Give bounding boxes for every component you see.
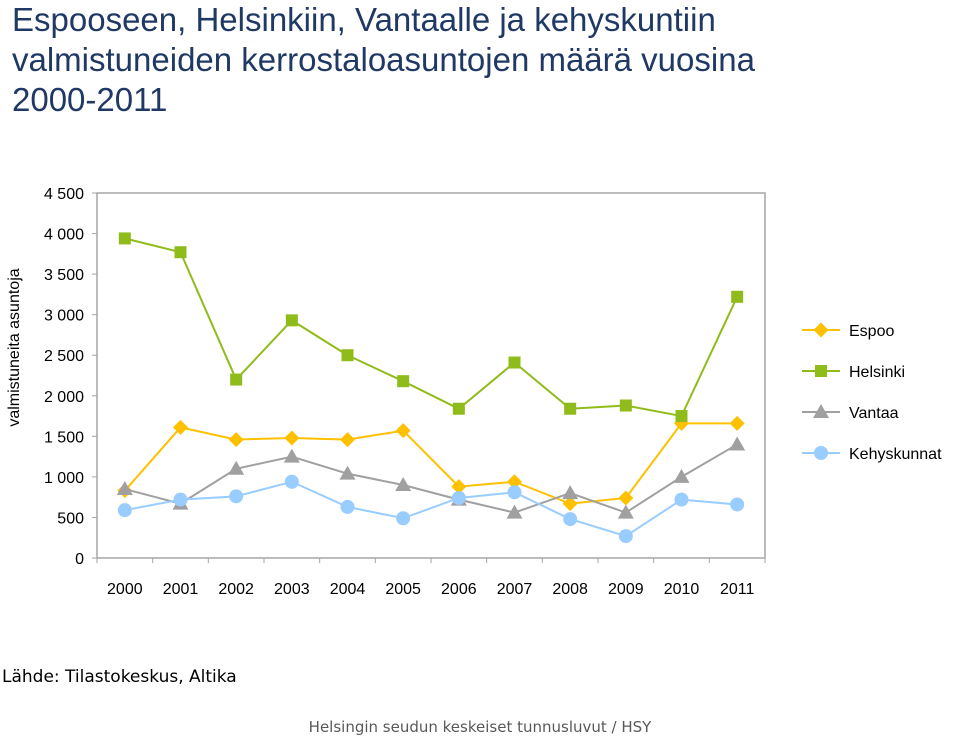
- data-point-espoo: [618, 490, 634, 506]
- chart-title: Espooseen, Helsinkiin, Vantaalle ja kehy…: [12, 0, 912, 120]
- legend-marker-espoo: [813, 322, 829, 338]
- data-point-vantaa: [729, 436, 746, 451]
- y-tick-label: 2 000: [44, 389, 84, 406]
- data-point-vantaa: [673, 468, 690, 483]
- y-tick-label: 3 000: [44, 308, 84, 325]
- x-tick-label: 2008: [552, 581, 588, 598]
- data-point-helsinki: [174, 246, 187, 259]
- footer-text: Helsingin seudun keskeiset tunnusluvut /…: [308, 718, 652, 736]
- source-note: Lähde: Tilastokeskus, Altika: [2, 667, 237, 687]
- legend-label-vantaa: Vantaa: [849, 405, 899, 422]
- y-tick-label: 4 000: [44, 227, 84, 244]
- data-point-vantaa: [116, 481, 133, 496]
- legend-label-kehyskunnat: Kehyskunnat: [849, 446, 942, 463]
- x-tick-label: 2003: [274, 581, 310, 598]
- data-point-helsinki: [619, 399, 632, 412]
- y-axis-label: valmistuneita asuntoja: [6, 268, 23, 426]
- line-chart: 0 500 1 000 1 500 2 000 2 500 3 000 3 500 4 000 4…: [6, 186, 942, 598]
- x-tick-label: 2005: [385, 581, 421, 598]
- x-tick-label: 2007: [497, 581, 533, 598]
- y-tick-label: 3 500: [44, 267, 84, 284]
- data-point-helsinki: [508, 356, 521, 369]
- data-point-espoo: [395, 423, 411, 439]
- data-point-kehyskunnat: [563, 512, 578, 527]
- x-tick-label: 2001: [163, 581, 199, 598]
- x-tick-label: 2004: [330, 581, 366, 598]
- x-tick-label: 2002: [218, 581, 254, 598]
- data-point-espoo: [284, 430, 300, 446]
- data-point-espoo: [340, 432, 355, 448]
- y-tick-label: 1 000: [44, 470, 84, 487]
- x-tick-label: 2011: [720, 581, 755, 598]
- series-line-espoo: [124, 422, 738, 505]
- data-point-vantaa: [617, 504, 634, 519]
- data-point-kehyskunnat: [173, 492, 188, 507]
- y-tick-label: 0: [75, 551, 84, 568]
- data-point-vantaa: [562, 485, 579, 500]
- plot-area-frame: [96, 192, 766, 559]
- legend-marker-vantaa: [813, 404, 829, 418]
- data-point-helsinki: [341, 349, 354, 362]
- data-point-kehyskunnat: [340, 499, 355, 514]
- data-point-helsinki: [675, 410, 688, 423]
- data-point-helsinki: [285, 314, 298, 327]
- data-point-helsinki: [230, 373, 243, 386]
- data-point-vantaa: [228, 460, 245, 475]
- data-point-vantaa: [339, 465, 356, 480]
- data-point-helsinki: [397, 375, 410, 388]
- data-point-espoo: [451, 479, 467, 495]
- title-line-2: valmistuneiden kerrostaloasuntojen määrä…: [12, 41, 755, 78]
- data-point-kehyskunnat: [229, 489, 244, 504]
- data-point-kehyskunnat: [507, 485, 522, 500]
- data-point-vantaa: [283, 448, 300, 463]
- legend-label-helsinki: Helsinki: [849, 364, 905, 381]
- x-tick-label: 2010: [664, 581, 700, 598]
- y-tick-label: 4 500: [44, 186, 84, 203]
- data-point-kehyskunnat: [451, 490, 466, 505]
- data-point-espoo: [729, 415, 745, 431]
- legend-marker-helsinki: [815, 365, 827, 377]
- legend-label-espoo: Espoo: [849, 323, 894, 340]
- y-tick-label: 1 500: [44, 429, 84, 446]
- x-tick-label: 2006: [441, 581, 477, 598]
- data-point-kehyskunnat: [730, 497, 745, 512]
- data-point-helsinki: [118, 232, 131, 245]
- series-line-helsinki: [124, 237, 739, 418]
- data-point-helsinki: [731, 290, 744, 303]
- data-point-espoo: [173, 419, 188, 435]
- data-point-kehyskunnat: [618, 529, 633, 544]
- data-point-espoo: [228, 432, 244, 448]
- data-point-espoo: [562, 496, 578, 512]
- data-point-vantaa: [395, 477, 412, 491]
- data-point-helsinki: [452, 402, 465, 415]
- series-line-kehyskunnat: [124, 480, 738, 538]
- data-point-espoo: [507, 474, 522, 490]
- legend-marker-kehyskunnat: [814, 446, 828, 460]
- x-tick-label: 2000: [107, 581, 143, 598]
- title-line-3: 2000-2011: [12, 81, 168, 118]
- series-line-vantaa: [124, 443, 738, 514]
- data-point-kehyskunnat: [396, 511, 411, 526]
- data-point-vantaa: [506, 504, 523, 519]
- data-point-helsinki: [564, 402, 577, 415]
- data-point-kehyskunnat: [284, 474, 299, 489]
- title-line-1: Espooseen, Helsinkiin, Vantaalle ja kehy…: [12, 1, 716, 38]
- data-point-kehyskunnat: [117, 503, 132, 518]
- data-point-kehyskunnat: [674, 492, 689, 507]
- y-tick-label: 2 500: [44, 348, 84, 365]
- y-tick-label: 500: [57, 510, 84, 527]
- x-tick-label: 2009: [608, 581, 644, 598]
